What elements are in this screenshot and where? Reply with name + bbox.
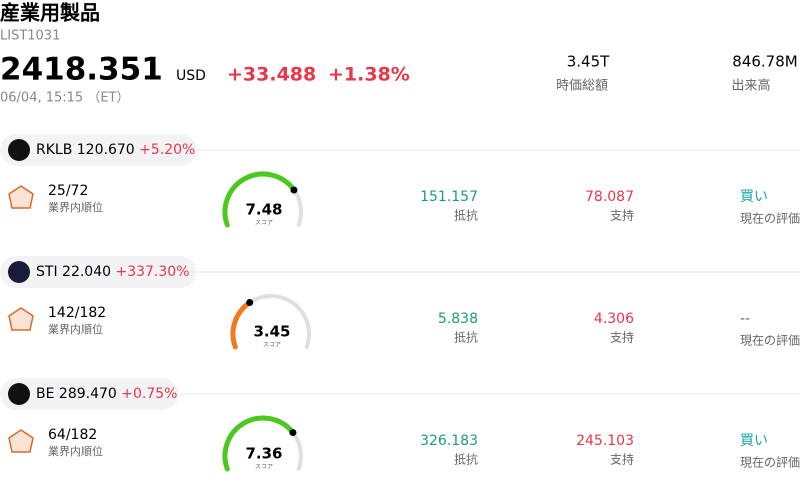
stock-icon [8, 261, 30, 283]
volume-label: 出来高 [731, 78, 770, 94]
gauge-dot [246, 299, 254, 307]
rating-label: 現在の評価 [740, 211, 800, 226]
gauge-fill [222, 171, 297, 228]
resistance: 5.838 [438, 311, 478, 327]
support-label: 支持 [610, 208, 634, 223]
score-label: スコア [255, 220, 273, 227]
support: 245.103 [576, 433, 634, 449]
time: 06/04, 15:15 （ET） [0, 91, 129, 106]
stock-icon [8, 139, 30, 161]
code: LIST1031 [0, 29, 60, 44]
support-label: 支持 [610, 452, 634, 467]
market-cap: 3.45T [567, 53, 610, 71]
gauge-dot [290, 186, 298, 194]
rank: 25/72 [48, 183, 88, 199]
stock-pill[interactable] [0, 134, 197, 166]
rating: 買い [740, 433, 768, 449]
stock-name[interactable]: BE 289.470 +0.75% [36, 386, 177, 402]
resistance-label: 抵抗 [454, 452, 478, 467]
stock-name[interactable]: RKLB 120.670 +5.20% [36, 142, 195, 158]
resistance-label: 抵抗 [454, 330, 478, 345]
change: +337.30% [115, 264, 189, 280]
rating-label: 現在の評価 [740, 455, 800, 470]
score-label: スコア [263, 342, 281, 349]
stock-pill[interactable] [0, 256, 196, 288]
price: 120.670 [77, 142, 135, 158]
score: 7.48 [245, 201, 282, 219]
rank-label: 業界内順位 [48, 444, 103, 458]
market-cap-label: 時価総額 [556, 79, 608, 94]
index-price: 2418.351 [0, 52, 163, 88]
ticker: STI [36, 264, 58, 280]
score: 3.45 [253, 323, 290, 341]
change: +33.488 [227, 64, 316, 86]
support-label: 支持 [610, 330, 634, 345]
gauge-dot [289, 429, 297, 437]
change-pct: +1.38% [328, 64, 410, 86]
change: +5.20% [139, 142, 195, 158]
change: +0.75% [121, 386, 177, 402]
title: 産業用製品 [0, 1, 100, 25]
support: 78.087 [585, 189, 634, 205]
resistance: 151.157 [420, 189, 478, 205]
score-label: スコア [255, 464, 273, 471]
rank: 64/182 [48, 427, 97, 443]
rating-label: 現在の評価 [740, 333, 800, 348]
resistance: 326.183 [420, 433, 478, 449]
rank-label: 業界内順位 [48, 200, 103, 214]
currency: USD [176, 68, 206, 84]
score: 7.36 [245, 445, 282, 463]
gauge-fill [222, 415, 296, 472]
rating: -- [740, 311, 750, 327]
radar-icon [8, 429, 34, 453]
gauge-fill [230, 300, 253, 350]
support: 4.306 [594, 311, 634, 327]
rank-label: 業界内順位 [48, 322, 103, 336]
price: 22.040 [62, 264, 111, 280]
ticker: RKLB [36, 142, 72, 158]
volume: 846.78M [732, 53, 797, 71]
stock-name[interactable]: STI 22.040 +337.30% [36, 264, 190, 280]
ticker: BE [36, 386, 54, 402]
radar-icon [8, 307, 34, 331]
stock-icon [8, 383, 30, 405]
radar-icon [8, 185, 34, 209]
price: 289.470 [59, 386, 117, 402]
rank: 142/182 [48, 305, 106, 321]
stock-pill[interactable] [0, 378, 179, 410]
rating: 買い [740, 189, 768, 205]
resistance-label: 抵抗 [454, 208, 478, 223]
